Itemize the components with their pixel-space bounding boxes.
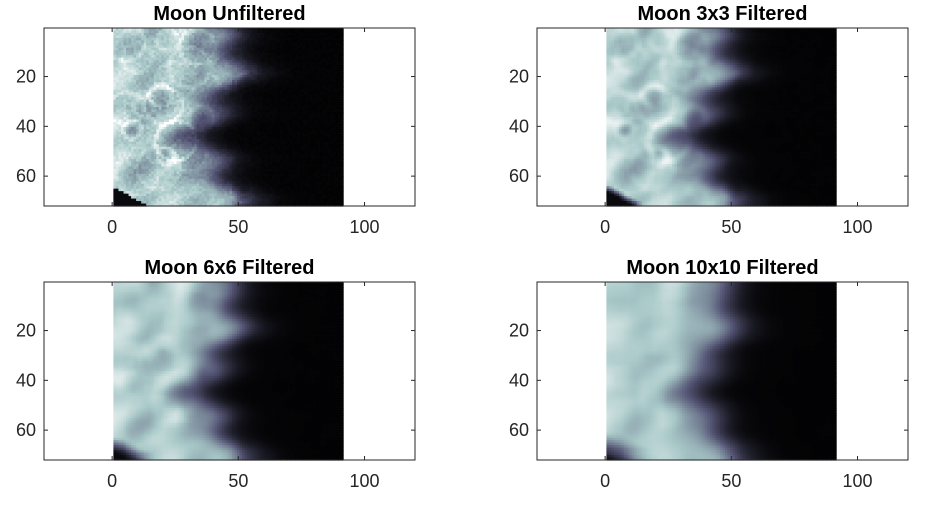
x-tick-label: 100 (843, 217, 873, 237)
chart-title: Moon Unfiltered (153, 3, 305, 25)
x-tick-label: 50 (228, 217, 248, 237)
x-tick-label: 100 (843, 471, 873, 491)
moon-image (606, 28, 836, 207)
chart-title: Moon 6x6 Filtered (144, 257, 314, 279)
y-tick-label: 60 (16, 420, 36, 440)
x-tick-label: 0 (107, 471, 117, 491)
x-tick-label: 50 (228, 471, 248, 491)
x-tick-label: 0 (600, 217, 610, 237)
y-tick-label: 40 (16, 116, 36, 136)
subplot-2: 0 50 100 20 40 60 Moon 3x3 Filtered (509, 3, 908, 237)
subplot-4: 0 50 100 20 40 60 Moon 10x10 Filtered (509, 257, 908, 491)
y-tick-label: 20 (509, 67, 529, 87)
y-tick-label: 20 (16, 321, 36, 341)
chart-title: Moon 10x10 Filtered (626, 257, 818, 279)
x-tick-label: 100 (350, 217, 380, 237)
y-tick-label: 60 (509, 420, 529, 440)
chart-title: Moon 3x3 Filtered (637, 3, 807, 25)
x-tick-label: 100 (350, 471, 380, 491)
moon-image (113, 282, 343, 461)
subplot-3: 0 50 100 20 40 60 Moon 6x6 Filtered (16, 257, 415, 491)
y-tick-label: 40 (509, 370, 529, 390)
y-tick-label: 40 (509, 116, 529, 136)
subplot-1: 0 50 100 20 40 60 Moon Unfiltered (16, 3, 415, 237)
y-tick-label: 40 (16, 370, 36, 390)
y-tick-label: 20 (16, 67, 36, 87)
moon-image (113, 28, 343, 207)
y-tick-label: 20 (509, 321, 529, 341)
x-tick-label: 50 (721, 217, 741, 237)
x-tick-label: 0 (107, 217, 117, 237)
y-tick-label: 60 (509, 166, 529, 186)
moon-image (606, 282, 836, 461)
x-tick-label: 0 (600, 471, 610, 491)
x-tick-label: 50 (721, 471, 741, 491)
y-tick-label: 60 (16, 166, 36, 186)
